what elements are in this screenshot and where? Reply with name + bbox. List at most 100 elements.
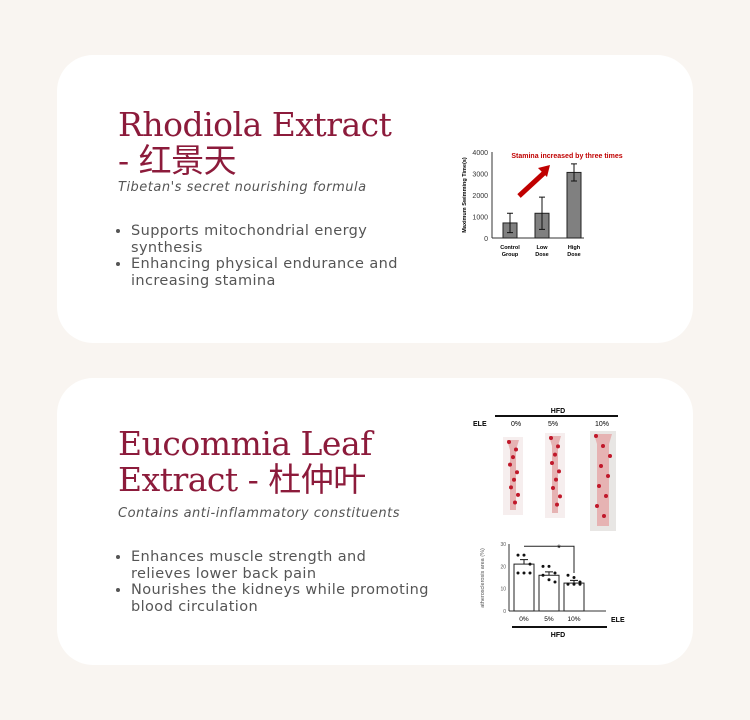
bullet-item: Enhances muscle strength and relieves lo… [131,549,431,582]
data-point [578,582,582,586]
data-point [528,571,532,575]
section-subtitle: Contains anti-inflammatory constituents [118,506,400,521]
lesion-spot [553,452,557,457]
data-point [566,582,570,586]
arrow-head [538,165,550,177]
data-point [522,571,526,575]
x-tick-label: Group [502,252,519,258]
error-bar [507,212,513,234]
bar [513,563,535,612]
x-tick-label: 10% [567,616,580,623]
data-point [553,580,557,584]
significance-marker: * [557,543,561,554]
section-subtitle: Tibetan's secret nourishing formula [118,180,367,195]
bullet-list: Supports mitochondrial energy synthesis … [113,223,431,289]
data-point [547,578,551,582]
lesion-spot [509,485,513,490]
data-point [547,564,551,568]
lesion-spot [511,455,515,460]
atherosclerosis-figure: HFD ELE 0% 5% 10% 0 10 20 30 atherosclerosis area… [473,408,625,639]
lesion-spot [606,474,610,478]
panel-column-label: 5% [548,421,558,428]
y-tick-label: 10 [500,587,506,593]
x-tick-label: Dose [535,252,548,258]
aorta-shape [549,436,561,513]
data-point [528,562,532,566]
x-tick-label: Low [537,245,549,251]
error-bar [539,196,545,230]
data-point [522,553,526,557]
data-point [516,553,520,557]
error-bar [571,163,577,182]
lesion-spot [550,461,554,465]
rhodiola-card: Rhodiola Extract - 红景天 Tibetan's secret n… [57,55,693,343]
bar [563,582,585,612]
x-tick-label: 5% [544,616,554,623]
lesion-spot [595,504,599,508]
lesion-spot [599,464,603,468]
data-point [553,571,557,575]
data-point [566,573,570,577]
y-tick-label: 3000 [472,172,488,179]
panel-column-label: 10% [595,421,609,428]
error-bar [545,571,553,576]
y-tick-label: 0 [503,609,506,615]
data-point [572,576,576,579]
lesion-spot [597,484,601,488]
section-title: Rhodiola Extract - 红景天 [118,105,392,180]
data-point [578,580,582,584]
y-axis-label: atherosclerosis area (%) [480,548,486,608]
y-tick-label: 0 [484,236,488,243]
bullet-item: Nourishes the kidneys while promoting bl… [131,582,431,615]
y-tick-label: 4000 [472,150,488,157]
lesion-spot [556,444,560,449]
lesion-spot [608,454,612,458]
lesion-spot [508,462,512,467]
aorta-shape [507,440,519,510]
lesion-spot [507,440,511,444]
data-point [541,564,545,568]
lesion-spot [594,434,598,438]
swimming-time-chart: 0 1000 2000 3000 4000 Maximum Swimming Time(s… [462,150,623,258]
y-tick-label: 2000 [472,193,488,200]
error-bar [520,559,528,565]
lesion-spot [513,500,517,505]
lesion-spot [602,514,606,518]
lesion-spot [551,486,555,490]
significance-bracket [524,545,575,574]
bullet-list: Enhances muscle strength and relieves lo… [113,549,431,615]
lesion-spot [549,436,553,440]
data-point [516,571,520,575]
lesion-spot [555,502,559,507]
lesion-spot [514,447,518,452]
panel-row-label: ELE [473,421,487,428]
lesion-spot [516,492,520,497]
data-point [572,582,576,586]
y-tick-label: 20 [500,564,506,570]
lesion-spot [515,470,519,475]
bottom-label: HFD [551,632,565,639]
bullet-item: Supports mitochondrial energy synthesis [131,223,431,256]
bullet-item: Enhancing physical endurance and increas… [131,256,431,289]
lesion-spot [558,494,562,499]
data-point [541,573,545,577]
x-tick-label: High [568,245,581,251]
lesion-spot [604,494,608,498]
x-tick-label: Dose [567,252,580,258]
bar [566,171,582,239]
y-tick-label: 1000 [472,215,488,222]
x-tick-label: Control [500,245,520,251]
lesion-spot [554,477,558,482]
y-tick-label: 30 [500,542,506,548]
lesion-spot [557,469,561,474]
panel-column-label: 0% [511,421,521,428]
section-title: Eucommia Leaf Extract - 杜仲叶 [118,424,372,499]
error-bar [570,579,578,584]
y-axis-label: Maximum Swimming Time(s) [462,157,468,233]
x-tick-label: 0% [519,616,529,623]
arrow-shaft [517,171,546,198]
annotation: Stamina increased by three times [511,153,622,160]
panel-top-label: HFD [551,408,565,415]
x-group-label: ELE [611,617,625,624]
lesion-spot [512,477,516,482]
